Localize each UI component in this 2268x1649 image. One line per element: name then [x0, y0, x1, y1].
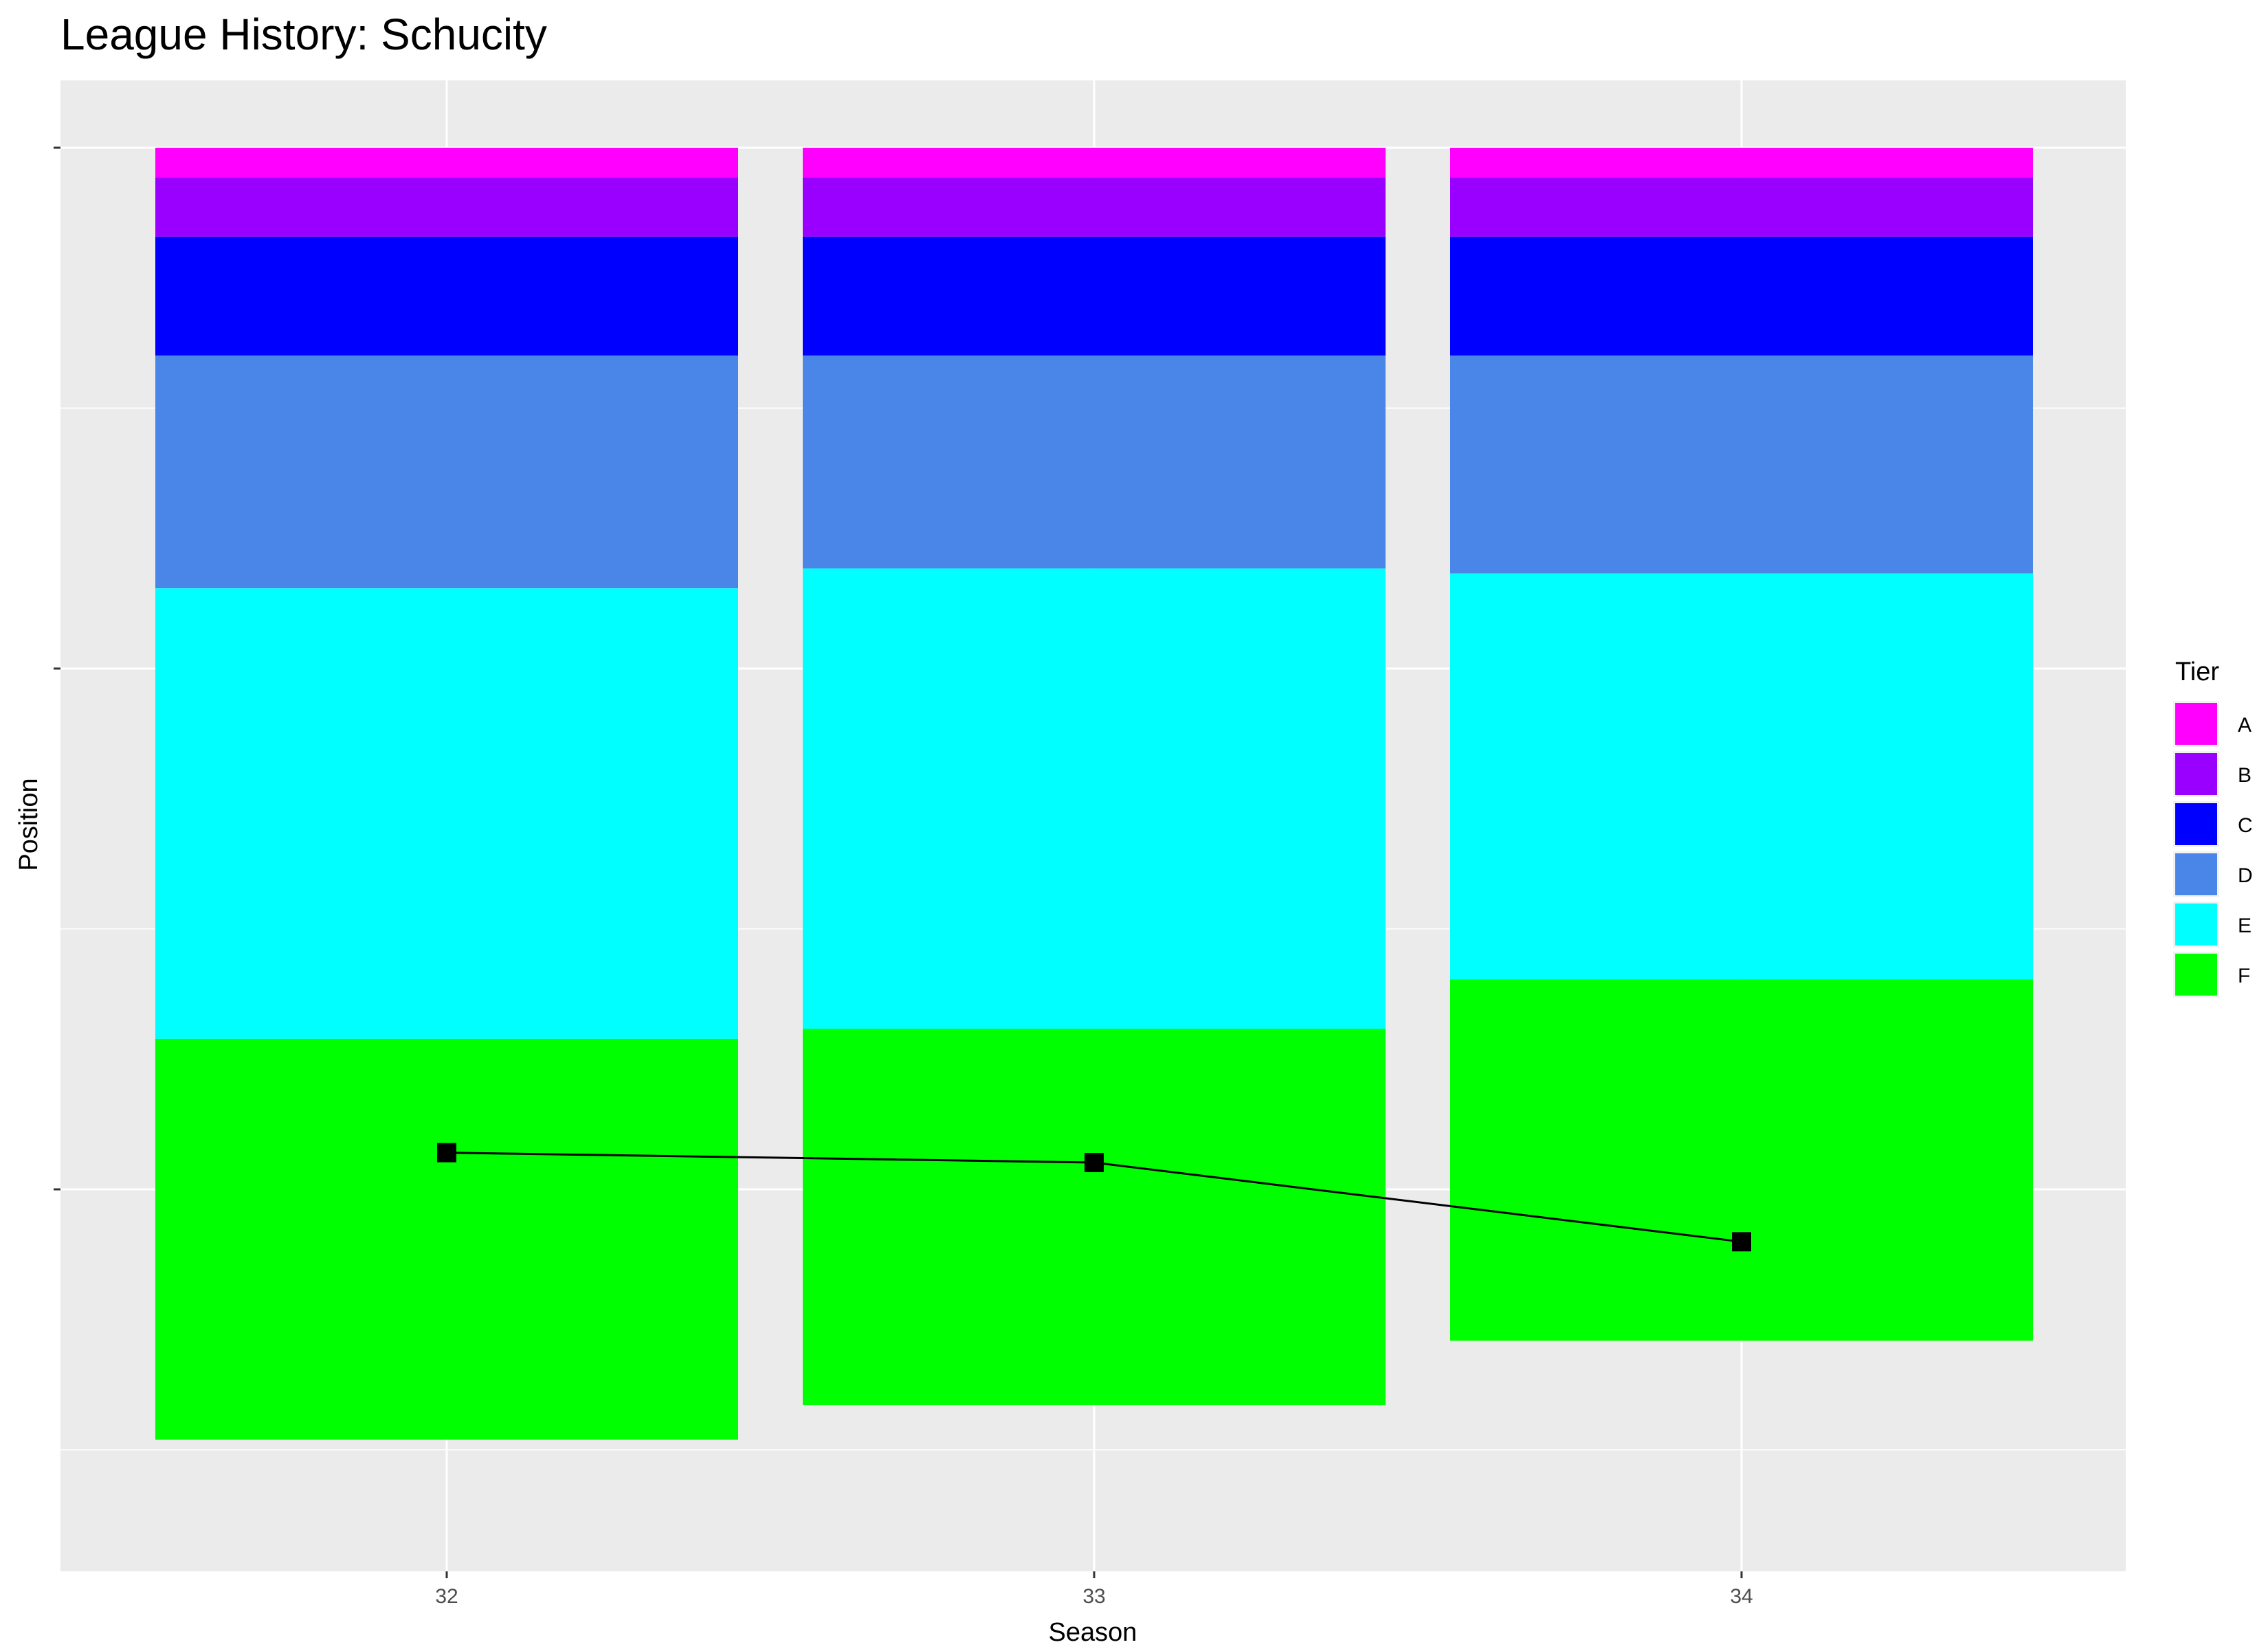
legend-label-F: F — [2238, 965, 2250, 987]
legend-swatch-C — [2175, 803, 2217, 845]
bar-segment-A — [803, 148, 1386, 178]
bar-segment-C — [155, 236, 738, 356]
bar-segment-D — [155, 355, 738, 589]
bar-segment-E — [803, 568, 1386, 1029]
legend: Tier A B C D E F — [2173, 658, 2253, 998]
y-axis-title: Position — [14, 778, 43, 871]
bar-segment-F — [803, 1029, 1386, 1406]
bar-segment-A — [155, 148, 738, 178]
chart-title: League History: Schucity — [60, 10, 547, 59]
bar-segment-B — [155, 177, 738, 237]
position-line — [437, 1143, 1751, 1252]
legend-swatch-B — [2175, 753, 2217, 795]
x-tick-label: 33 — [1082, 1585, 1105, 1608]
bar-segment-D — [803, 355, 1386, 569]
x-tick-label: 34 — [1730, 1585, 1753, 1608]
bar-segment-E — [1450, 573, 2033, 980]
bar-segment-D — [1450, 355, 2033, 574]
x-axis-title: Season — [1049, 1618, 1137, 1647]
bar-segment-F — [155, 1038, 738, 1440]
bar-segment-B — [1450, 177, 2033, 237]
legend-swatch-D — [2175, 853, 2217, 895]
legend-label-D: D — [2238, 864, 2253, 887]
legend-swatch-F — [2175, 954, 2217, 996]
legend-label-B: B — [2238, 764, 2252, 787]
bar-segment-B — [803, 177, 1386, 237]
bar-segment-F — [1450, 979, 2033, 1341]
legend-label-C: C — [2238, 814, 2253, 837]
legend-swatch-E — [2175, 904, 2217, 945]
axis-ticks: 32 33 34 — [54, 146, 1753, 1608]
position-point — [1732, 1232, 1751, 1252]
position-point — [437, 1143, 456, 1163]
legend-label-A: A — [2238, 714, 2252, 737]
bar-segment-C — [803, 236, 1386, 356]
bar-segment-C — [1450, 236, 2033, 356]
x-tick-label: 32 — [435, 1585, 458, 1608]
bar-segment-A — [1450, 148, 2033, 178]
legend-label-E: E — [2238, 915, 2252, 937]
legend-swatch-A — [2175, 703, 2217, 745]
stacked-bars — [155, 148, 2033, 1440]
position-point — [1085, 1153, 1104, 1173]
bar-segment-E — [155, 588, 738, 1039]
legend-title: Tier — [2175, 658, 2219, 686]
